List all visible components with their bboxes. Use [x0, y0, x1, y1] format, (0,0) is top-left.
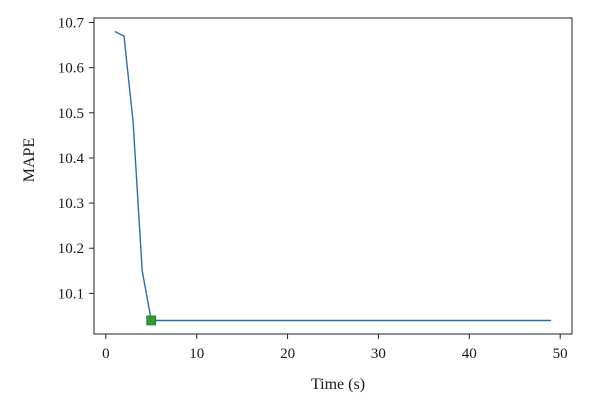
x-tick-label: 20 [280, 346, 295, 362]
x-tick-label: 0 [102, 346, 110, 362]
x-axis-label: Time (s) [311, 376, 365, 393]
y-tick-label: 10.1 [58, 286, 84, 302]
y-tick-label: 10.2 [58, 241, 84, 257]
y-tick-label: 10.3 [58, 196, 84, 212]
data-point-marker [146, 315, 157, 326]
y-axis-label: MAPE [21, 138, 38, 182]
plot-frame [93, 17, 573, 335]
x-tick-label: 30 [371, 346, 386, 362]
x-tick-label: 10 [189, 346, 204, 362]
y-tick-label: 10.7 [58, 16, 85, 32]
data-layer [114, 30, 552, 326]
y-tick-label: 10.4 [58, 151, 85, 167]
series-line [114, 30, 552, 322]
axes-layer: 0 10 20 30 40 50 10.1 10.2 10.3 10.4 10.5 10.6 10.7 [58, 16, 573, 362]
y-tick-label: 10.5 [58, 106, 84, 122]
x-tick-label: 50 [553, 346, 568, 362]
y-tick-label: 10.6 [58, 61, 85, 77]
x-tick-label: 40 [462, 346, 477, 362]
